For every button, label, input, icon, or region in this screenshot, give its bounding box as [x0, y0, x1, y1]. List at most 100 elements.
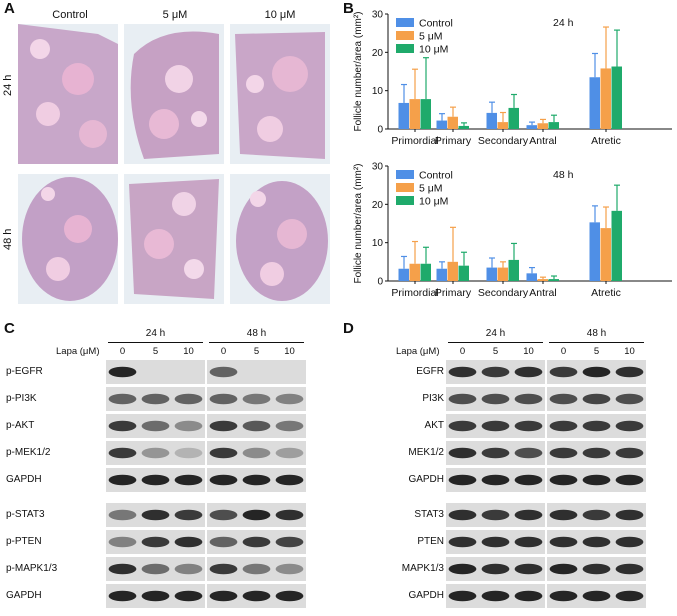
blot-row-label: GAPDH [408, 590, 444, 601]
x-tick-label: Primary [435, 135, 472, 147]
blot-row-label: p-AKT [6, 420, 35, 431]
blot-row-label: p-MEK1/2 [6, 447, 51, 458]
blot-band-strip [446, 414, 545, 438]
blot-row-label: p-PTEN [6, 536, 42, 547]
blot-band-strip [547, 387, 646, 411]
blot-band-strip [106, 584, 205, 608]
chart-title: 48 h [553, 169, 574, 181]
bar [497, 267, 508, 281]
histology-image-48h-5um [124, 174, 224, 304]
blot-band-strip [446, 584, 545, 608]
bar [508, 259, 519, 281]
blot-row-label: GAPDH [6, 474, 42, 485]
dose-label: 5 [152, 346, 159, 357]
blot-band-strip [106, 503, 205, 527]
bar [458, 125, 469, 129]
bar [409, 99, 420, 129]
time-underline [448, 342, 543, 343]
dose-label: 10 [183, 346, 194, 357]
time-underline [108, 342, 203, 343]
legend-label: 10 μM [419, 44, 448, 56]
bar [420, 99, 431, 129]
dose-label: 10 [523, 346, 534, 357]
panel-c-western-blot: 24 h 48 h Lapa (μM) 0 5 10 0 5 10 p-EGFR p-PI3K p-A… [0, 320, 338, 616]
panel-d-western-blot: 24 h 48 h Lapa (μM) 0 5 10 0 5 10 EGFR PI3K AKT MEK1… [340, 320, 677, 616]
blot-band-strip [207, 503, 306, 527]
legend-label: 10 μM [419, 196, 448, 208]
y-tick-label: 10 [372, 86, 384, 97]
y-tick-label: 30 [372, 162, 384, 173]
blot-band-strip [446, 503, 545, 527]
dose-label: 0 [459, 346, 466, 357]
y-tick-label: 0 [377, 277, 383, 288]
blot-row-label: MAPK1/3 [401, 563, 444, 574]
blot-row-label: p-MAPK1/3 [6, 563, 58, 574]
x-tick-label: Atretic [591, 287, 621, 299]
y-axis-label: Follicle number/area (mm²) [353, 11, 364, 131]
legend-swatch [396, 170, 414, 179]
y-axis-label: Follicle number/area (mm²) [353, 163, 364, 283]
legend-swatch [396, 18, 414, 27]
x-tick-label: Secondary [478, 287, 529, 299]
panel-b-letter: B [343, 0, 354, 17]
blot-row-label: p-STAT3 [6, 509, 45, 520]
blot-row-label: STAT3 [414, 509, 444, 520]
blot-band-strip [547, 441, 646, 465]
bar-chart-48h: Follicle number/area (mm²) 0 10 20 30 48 h Con… [353, 162, 672, 299]
blot-band-strip [547, 468, 646, 492]
blot-band-strip [446, 360, 545, 384]
blot-band-strip [547, 360, 646, 384]
blot-band-strip [106, 530, 205, 554]
dose-label: 5 [593, 346, 600, 357]
blot-row-label: p-EGFR [6, 366, 43, 377]
y-tick-label: 10 [372, 238, 384, 249]
x-tick-label: Atretic [591, 135, 621, 147]
histology-image-24h-5um [124, 24, 224, 164]
x-tick-label: Primary [435, 287, 472, 299]
y-tick-label: 0 [377, 125, 383, 136]
bar [436, 268, 447, 281]
blot-band-strip [547, 584, 646, 608]
blot-row-label: AKT [424, 420, 444, 431]
blot-row-label: GAPDH [6, 590, 42, 601]
blot-band-strip [106, 468, 205, 492]
bar [447, 261, 458, 281]
panel-a-row-24h: 24 h [2, 74, 14, 96]
x-tick-label: Secondary [478, 135, 529, 147]
blot-band-strip [207, 557, 306, 581]
blot-row-label: PI3K [422, 393, 444, 404]
blot-band-strip [207, 584, 306, 608]
bar [526, 125, 537, 129]
panel-a-row-48h: 48 h [2, 228, 14, 250]
histology-image-48h-10um [230, 174, 330, 304]
legend-swatch [396, 44, 414, 53]
time-label: 48 h [246, 328, 267, 339]
time-label: 24 h [485, 328, 506, 339]
bar [436, 120, 447, 129]
bar [497, 122, 508, 129]
blot-band-strip [207, 468, 306, 492]
x-tick-label: Primordial [391, 287, 438, 299]
blot-band-strip [106, 414, 205, 438]
dose-label: 10 [284, 346, 295, 357]
bar [600, 228, 611, 281]
y-tick-label: 20 [372, 48, 384, 59]
bar [537, 123, 548, 129]
dose-label: 0 [560, 346, 567, 357]
histology-image-48h-control [18, 174, 118, 304]
bar [398, 102, 409, 129]
dose-label: 0 [220, 346, 227, 357]
bar [486, 112, 497, 129]
panel-a-letter: A [4, 0, 15, 17]
blot-band-strip [446, 441, 545, 465]
legend-label: Control [419, 170, 453, 182]
x-tick-label: Antral [529, 287, 556, 299]
lapa-label: Lapa (μM) [396, 346, 440, 357]
bar [548, 279, 559, 281]
blot-band-strip [446, 557, 545, 581]
y-tick-label: 30 [372, 10, 384, 21]
blot-band-strip [207, 387, 306, 411]
time-label: 48 h [586, 328, 607, 339]
bar [486, 267, 497, 281]
histology-image-24h-control [18, 24, 118, 164]
